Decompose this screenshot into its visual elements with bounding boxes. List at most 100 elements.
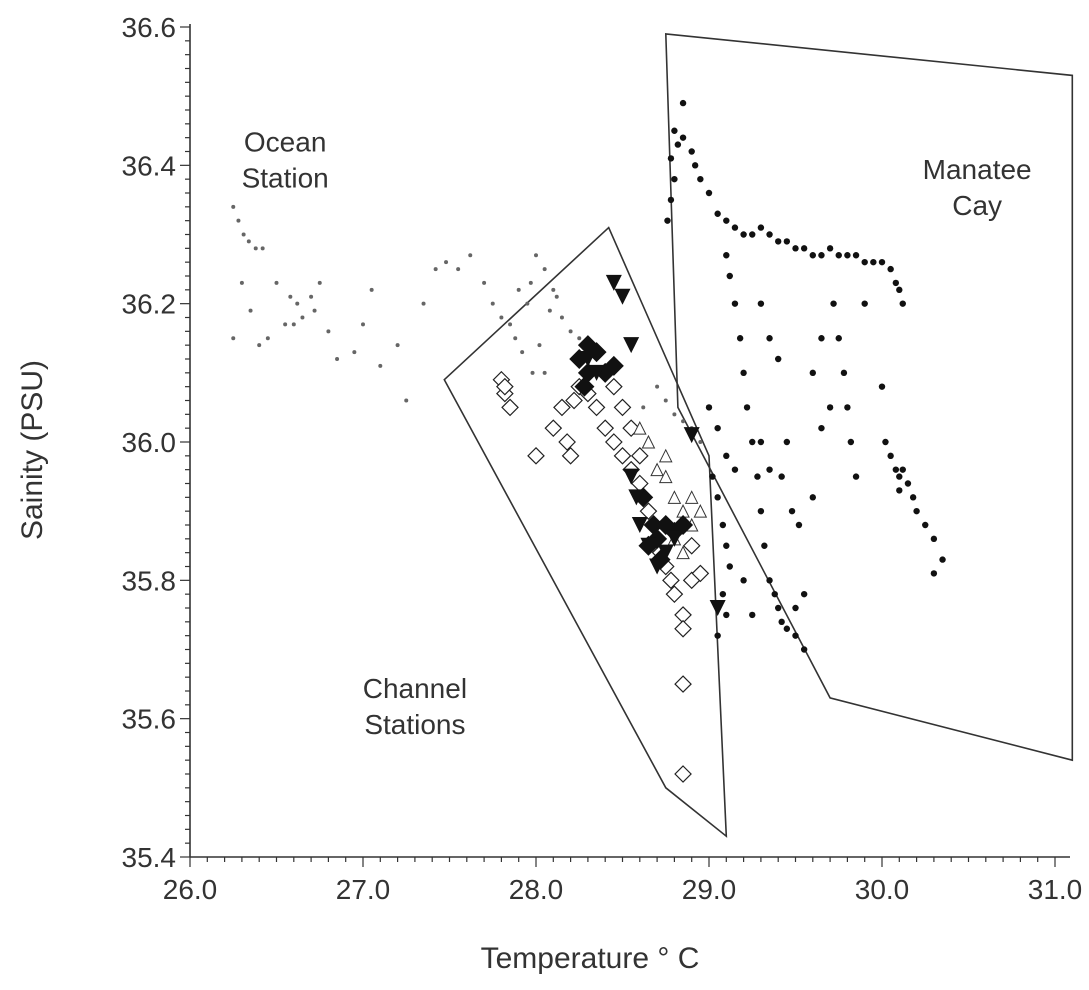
y-tick-label: 35.6 xyxy=(122,704,177,735)
data-point-dot xyxy=(896,286,903,294)
y-tick-label: 36.2 xyxy=(122,289,177,320)
data-point-triangle-down xyxy=(628,489,645,506)
data-point-small xyxy=(283,322,288,327)
data-point-small xyxy=(239,280,244,285)
region-label: Manatee xyxy=(923,154,1032,185)
data-point-dot xyxy=(723,252,730,259)
region-outline xyxy=(443,226,728,838)
data-point-dot xyxy=(766,231,773,238)
data-point-dot xyxy=(714,210,721,217)
y-axis-title: Sainity (PSU) xyxy=(16,360,49,540)
data-point-triangle-down xyxy=(709,600,726,616)
data-point-open-diamond xyxy=(665,585,684,604)
data-point-dot xyxy=(775,238,782,245)
data-point-dot xyxy=(783,438,791,446)
data-point-small xyxy=(663,398,668,403)
data-point-dot xyxy=(719,590,727,598)
data-point-triangle-down xyxy=(579,351,596,367)
data-point-dot xyxy=(892,279,900,287)
data-point-small xyxy=(559,315,564,320)
data-point-dot xyxy=(714,424,721,432)
data-point-dot xyxy=(757,507,765,515)
x-tick-label: 28.0 xyxy=(509,874,564,905)
data-point-small xyxy=(300,315,305,320)
data-point-open-triangle xyxy=(667,490,682,504)
data-point-dot xyxy=(719,521,727,529)
data-point-dot xyxy=(792,632,799,639)
data-point-small xyxy=(248,308,253,313)
data-point-dot xyxy=(899,300,906,307)
data-point-dot xyxy=(809,252,816,259)
data-point-small xyxy=(468,253,473,258)
data-point-dot xyxy=(840,369,848,377)
data-point-small xyxy=(681,419,686,424)
y-tick-label: 36.6 xyxy=(122,12,177,43)
data-point-small xyxy=(326,329,331,334)
data-point-small xyxy=(525,301,530,306)
region-outline xyxy=(664,33,1074,762)
data-point-dot xyxy=(771,590,778,598)
data-point-dot xyxy=(909,494,917,501)
data-point-dot xyxy=(723,611,730,619)
data-point-dot xyxy=(679,99,687,107)
data-point-small xyxy=(513,336,518,341)
data-point-small xyxy=(537,343,542,348)
data-point-small xyxy=(265,336,270,341)
data-point-filled-diamond xyxy=(574,376,595,397)
data-point-dot xyxy=(775,355,782,363)
data-point-triangle-down xyxy=(631,517,648,533)
data-point-small xyxy=(246,239,251,244)
data-point-small xyxy=(361,322,365,327)
data-point-open-diamond xyxy=(527,446,545,465)
data-point-dot xyxy=(697,175,704,183)
data-point-small xyxy=(516,287,521,292)
data-point-small xyxy=(312,308,317,313)
data-point-filled-diamond xyxy=(603,355,624,376)
data-point-dot xyxy=(749,438,756,446)
region-label: Stations xyxy=(364,709,465,740)
data-point-open-diamond xyxy=(596,419,615,438)
data-point-dot xyxy=(861,300,868,307)
data-point-dot xyxy=(766,335,773,342)
y-tick-label: 35.4 xyxy=(122,842,177,873)
data-point-small xyxy=(554,294,559,299)
data-point-filled-diamond xyxy=(673,515,694,535)
data-point-small xyxy=(352,350,357,355)
data-point-small xyxy=(295,301,300,306)
data-point-triangle-down xyxy=(640,537,657,554)
data-point-open-diamond xyxy=(496,377,514,396)
data-point-small xyxy=(404,398,409,403)
data-point-small xyxy=(542,370,547,375)
data-point-small xyxy=(421,301,426,306)
data-point-dot xyxy=(754,473,761,480)
data-point-dot xyxy=(766,466,773,473)
data-point-triangle-down xyxy=(649,558,666,575)
data-point-small xyxy=(309,294,314,299)
station-regions xyxy=(443,33,1074,838)
x-tick-label: 31.0 xyxy=(1028,874,1083,905)
data-point-dot xyxy=(723,542,730,549)
region-annotations: Ocean Station Manatee Cay Channel Stations xyxy=(242,127,1032,740)
data-point-dot xyxy=(731,224,739,231)
data-point-dot xyxy=(740,231,747,238)
data-point-dot xyxy=(709,473,716,480)
data-point-small xyxy=(534,253,538,258)
data-point-open-diamond xyxy=(565,391,583,410)
data-point-small xyxy=(257,343,262,348)
data-point-open-diamond xyxy=(639,502,658,521)
data-point-dot xyxy=(882,438,889,446)
region-label: Ocean xyxy=(244,127,327,158)
data-point-dot xyxy=(852,252,860,259)
data-point-open-triangle xyxy=(684,490,699,504)
data-point-small xyxy=(260,246,265,251)
data-point-dot xyxy=(667,155,675,162)
x-axis-title: Temperature ° C xyxy=(481,942,700,975)
data-point-small xyxy=(551,287,556,292)
data-point-open-triangle xyxy=(641,434,656,449)
data-point-small xyxy=(698,440,703,444)
data-point-small xyxy=(288,294,293,299)
data-point-open-diamond xyxy=(553,398,571,417)
data-point-dot xyxy=(939,556,946,563)
data-point-dot xyxy=(826,245,834,252)
